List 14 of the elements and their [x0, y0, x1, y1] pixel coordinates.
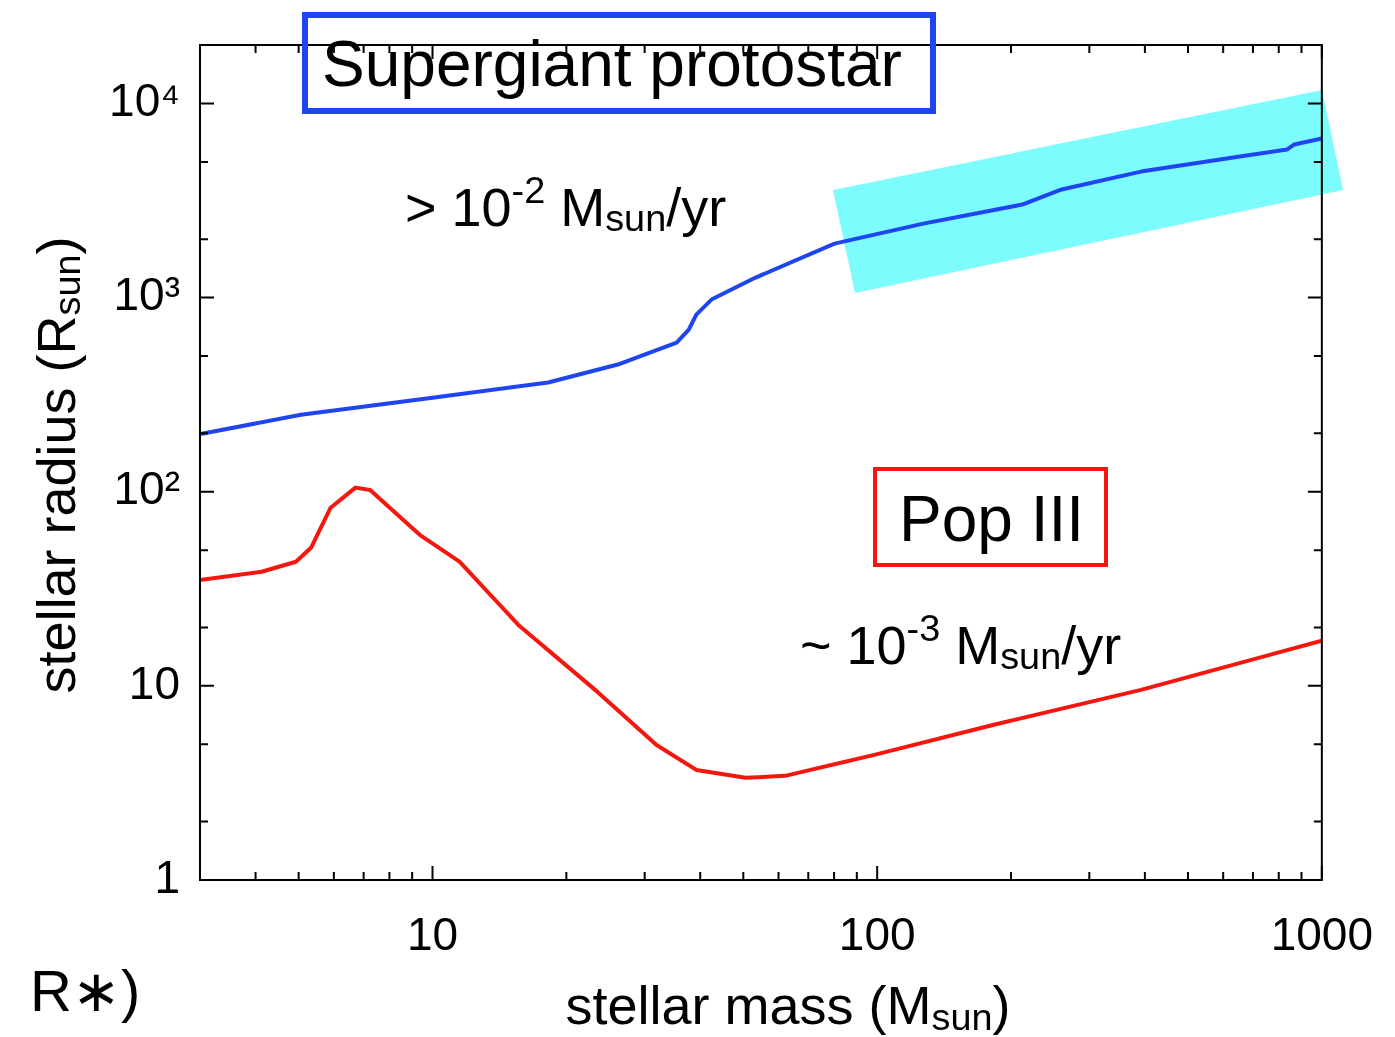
- x-tick-label: 1000: [1270, 908, 1374, 961]
- y-tick-label: 1: [154, 850, 180, 903]
- y-tick-label: 10²: [113, 462, 180, 515]
- annotation: Pop III: [873, 467, 1108, 567]
- annotation: Supergiant protostar: [302, 12, 936, 114]
- x-tick-label: 10: [406, 908, 459, 961]
- x-tick-label: 100: [838, 908, 916, 961]
- annotation: ~ 10$^{-3}$ M$_{sun}$/yr: [800, 607, 1122, 678]
- text: R∗): [30, 958, 141, 1024]
- y-tick-label: 10⁴: [109, 74, 180, 127]
- annotation: > 10$^{-2}$ M$_{sun}$/yr: [405, 169, 727, 240]
- x-axis-title: stellar mass (M$_{sun}$): [565, 975, 1011, 1037]
- y-tick-label: 10: [128, 656, 180, 709]
- y-tick-label: 10³: [113, 268, 180, 321]
